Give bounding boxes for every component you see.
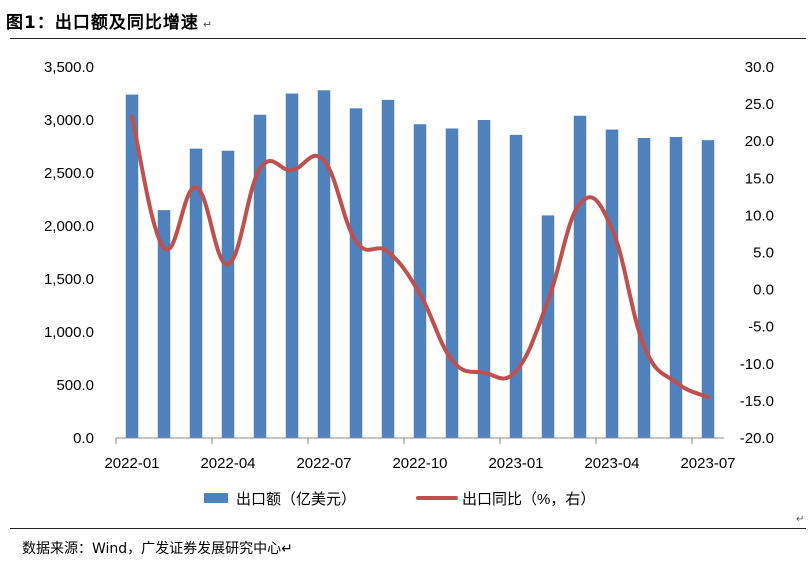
bar <box>445 128 459 439</box>
bar <box>125 94 139 438</box>
bar <box>349 108 363 438</box>
left-tick-label: 2,500.0 <box>44 165 94 182</box>
yoy-line <box>130 114 710 400</box>
paragraph-mark-end: ↵ <box>796 514 805 525</box>
left-tick-label: 2,000.0 <box>44 218 94 235</box>
bar <box>189 148 203 438</box>
left-tick-label: 1,500.0 <box>44 271 94 288</box>
left-tick-label: 3,000.0 <box>44 112 94 129</box>
right-tick-label: 5.0 <box>753 245 774 262</box>
bar-series <box>125 90 715 439</box>
top-rule <box>10 38 806 39</box>
legend: 出口额（亿美元） 出口同比（%，右） <box>204 491 595 508</box>
x-tick-label: 2022-01 <box>104 455 159 472</box>
bar <box>253 114 267 438</box>
bar <box>477 120 491 438</box>
legend-swatch-bar <box>204 493 228 503</box>
left-tick-label: 500.0 <box>56 377 94 394</box>
bar <box>605 129 619 439</box>
x-tick-label: 2022-10 <box>392 455 447 472</box>
bottom-rule <box>10 528 806 529</box>
legend-label-bar: 出口额（亿美元） <box>236 491 356 508</box>
bar <box>285 93 299 438</box>
right-tick-label: -5.0 <box>748 319 774 336</box>
right-tick-label: 15.0 <box>745 170 774 187</box>
left-tick-label: 3,500.0 <box>44 59 94 76</box>
source-note: 数据来源：Wind，广发证券发展研究中心↵ <box>22 541 293 557</box>
figure-title-text: 图1：出口额及同比增速 <box>6 13 199 33</box>
bar <box>637 138 651 438</box>
bar <box>221 150 235 439</box>
bar <box>573 115 587 438</box>
bar <box>701 140 715 438</box>
bar <box>541 215 555 438</box>
left-tick-label: 0.0 <box>73 430 94 447</box>
legend-label-line: 出口同比（%，右） <box>462 491 595 508</box>
x-tick-label: 2023-04 <box>584 455 639 472</box>
bar <box>381 99 395 439</box>
bar <box>157 210 171 438</box>
bar <box>413 124 427 439</box>
right-tick-label: -20.0 <box>740 430 774 447</box>
right-tick-label: -10.0 <box>740 356 774 373</box>
left-axis: 0.0 500.0 1,000.0 1,500.0 2,000.0 2,500.0 3,00… <box>44 59 94 447</box>
paragraph-mark: ↵ <box>202 18 214 31</box>
right-tick-label: 20.0 <box>745 133 774 150</box>
x-tick-label: 2022-04 <box>200 455 255 472</box>
x-tick-label: 2023-01 <box>488 455 543 472</box>
left-tick-label: 1,000.0 <box>44 324 94 341</box>
right-tick-label: 10.0 <box>745 207 774 224</box>
x-tick-label: 2023-07 <box>680 455 735 472</box>
bar <box>509 134 523 438</box>
bar <box>317 90 331 438</box>
right-tick-label: -15.0 <box>740 393 774 410</box>
figure-title: 图1：出口额及同比增速 ↵ <box>6 8 213 33</box>
right-tick-label: 30.0 <box>745 59 774 76</box>
right-tick-label: 25.0 <box>745 96 774 113</box>
right-axis: -20.0 -15.0 -10.0 -5.0 0.0 5.0 10.0 15.0 20.0 25.… <box>740 59 774 447</box>
x-tick-label: 2022-07 <box>296 455 351 472</box>
chart: 0.0 500.0 1,000.0 1,500.0 2,000.0 2,500.0 3,00… <box>44 59 774 508</box>
x-axis: 2022-01 2022-04 2022-07 2022-10 2023-01 2023-… <box>104 438 736 472</box>
right-tick-label: 0.0 <box>753 282 774 299</box>
bar <box>669 136 683 438</box>
